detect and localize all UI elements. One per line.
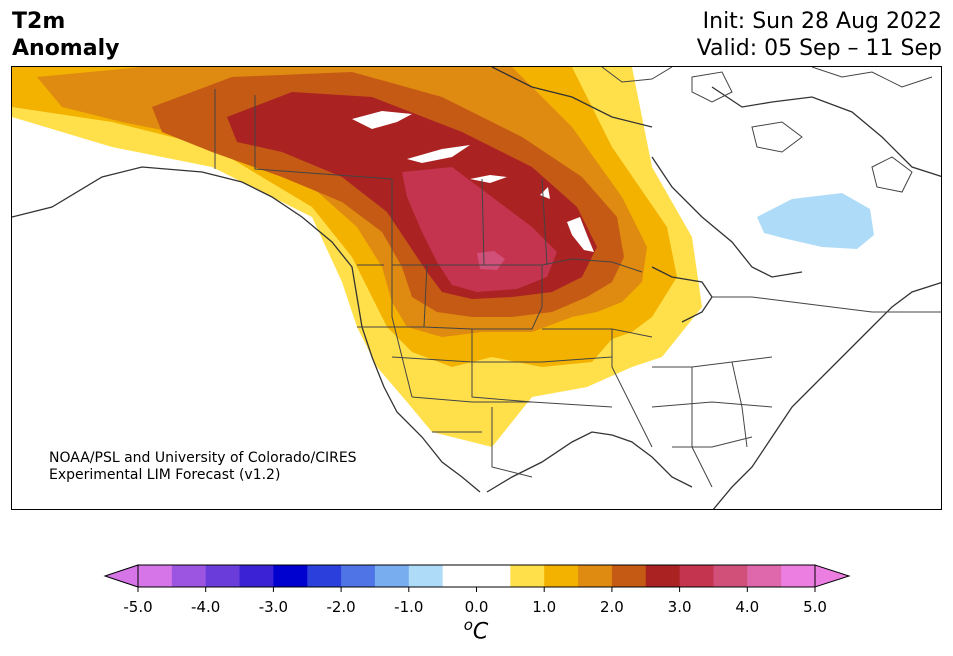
colorbar-tick-label: 4.0 xyxy=(735,598,760,616)
colorbar-swatch xyxy=(341,565,376,587)
colorbar-tick-label: 3.0 xyxy=(667,598,692,616)
colorbar-swatch xyxy=(645,565,681,587)
title-line-1: T2m xyxy=(12,9,66,34)
init-date: Init: Sun 28 Aug 2022 xyxy=(702,9,942,34)
colorbar-tick-label: -2.0 xyxy=(326,598,356,616)
colorbar-swatch xyxy=(138,565,173,587)
lake-great-bear xyxy=(352,111,412,129)
colorbar-swatch xyxy=(442,565,477,587)
map-canvas xyxy=(12,67,941,509)
lake-great-slave xyxy=(407,145,470,163)
unit-letter: C xyxy=(472,619,489,645)
arctic-islands xyxy=(601,67,933,193)
colorbar-tick-label: 0.0 xyxy=(464,598,489,616)
credit-line-2: Experimental LIM Forecast (v1.2) xyxy=(49,467,281,483)
forecast-dates: Init: Sun 28 Aug 2022 Valid: 05 Sep – 11… xyxy=(697,8,942,62)
colorbar-unit: oC xyxy=(464,616,489,644)
colorbar-swatch xyxy=(747,565,782,587)
anomaly-band-negative xyxy=(757,193,874,249)
anomaly-band-3-0 xyxy=(402,167,557,292)
valid-period: Valid: 05 Sep – 11 Sep xyxy=(696,36,942,61)
colorbar-tick-label: 5.0 xyxy=(803,598,827,616)
map-title: T2m Anomaly xyxy=(12,8,119,62)
credit-text: NOAA/PSL and University of Colorado/CIRE… xyxy=(49,450,357,484)
colorbar-swatch xyxy=(307,565,342,587)
colorbar-swatch xyxy=(205,565,241,587)
colorbar-swatch xyxy=(679,565,714,587)
lake-winnipeg xyxy=(567,217,594,252)
colorbar-tick-label: -1.0 xyxy=(394,598,424,616)
colorbar-under-arrow xyxy=(103,564,139,588)
colorbar-swatch xyxy=(408,565,444,587)
lake-athabasca xyxy=(470,175,507,183)
political-borders xyxy=(214,89,941,488)
credit-line-1: NOAA/PSL and University of Colorado/CIRE… xyxy=(49,450,357,466)
coastlines xyxy=(12,67,941,509)
colorbar-swatch xyxy=(374,565,410,587)
colorbar-swatch xyxy=(476,565,511,587)
colorbar-swatch xyxy=(611,565,647,587)
colorbar-swatch xyxy=(273,565,308,587)
colorbar-tick-label: 1.0 xyxy=(532,598,557,616)
colorbar-swatch xyxy=(510,565,545,587)
colorbar-swatch xyxy=(544,565,579,587)
colorbar-tick-label: 2.0 xyxy=(599,598,624,616)
colorbar-tick-label: -5.0 xyxy=(123,598,153,616)
colorbar-swatch xyxy=(239,565,274,587)
anomaly-map xyxy=(11,66,942,510)
colorbar xyxy=(103,564,851,592)
colorbar-tick-label: -3.0 xyxy=(258,598,289,616)
colorbar-tick-label: -4.0 xyxy=(191,598,221,616)
unit-degree: o xyxy=(463,616,473,634)
colorbar-swatch xyxy=(781,565,816,587)
colorbar-swatch xyxy=(171,565,207,587)
colorbar-swatch xyxy=(578,565,613,587)
colorbar-over-arrow xyxy=(814,564,851,588)
title-line-2: Anomaly xyxy=(12,36,120,61)
colorbar-swatch xyxy=(713,565,748,587)
